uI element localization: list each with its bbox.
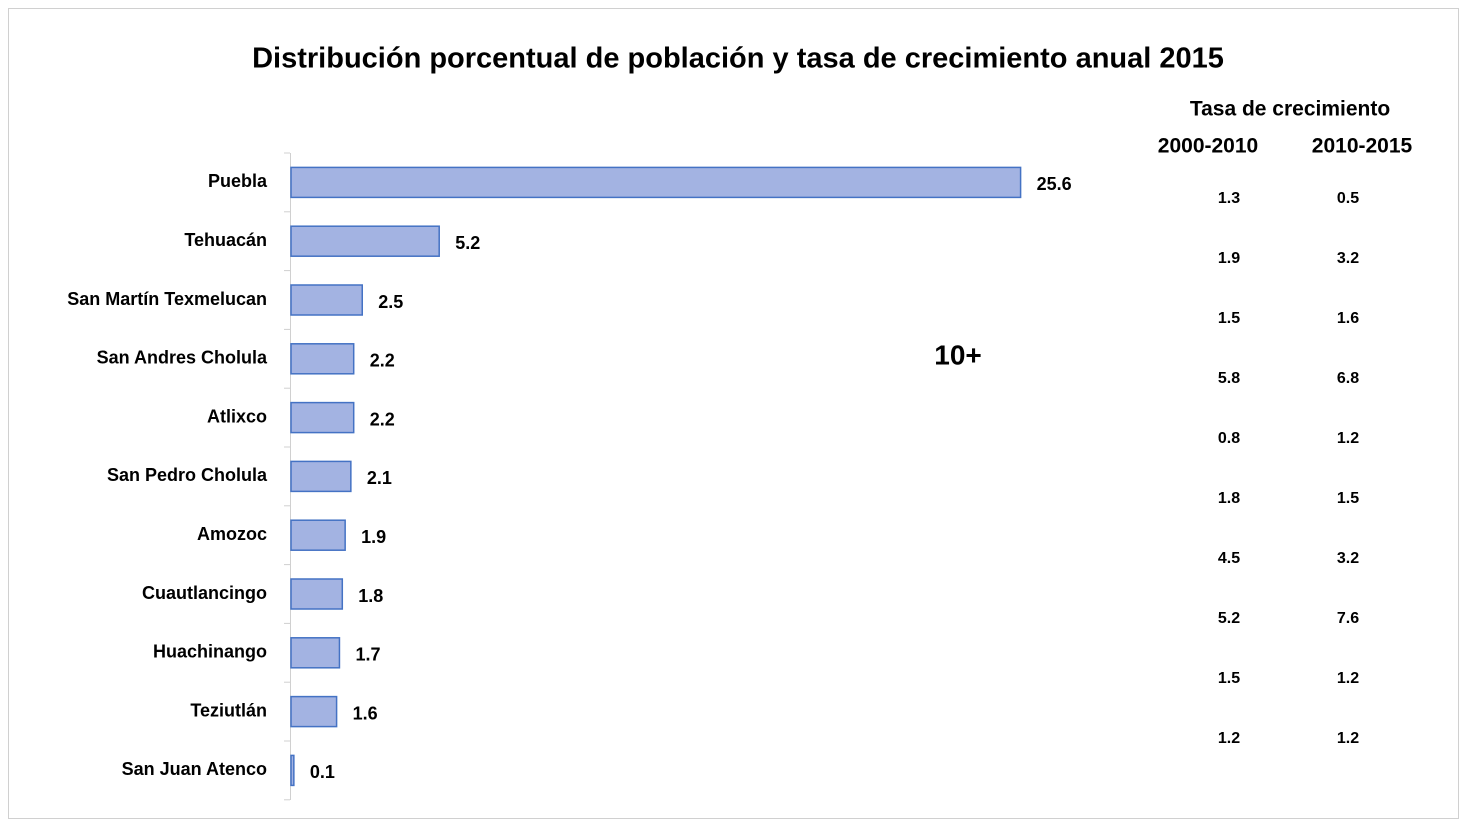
table-cell: 1.3 <box>1218 190 1240 207</box>
table-cell: 4.5 <box>1218 550 1240 567</box>
chart-border <box>8 8 1459 819</box>
y-tick-label: Teziutlán <box>190 700 267 720</box>
data-label: 1.6 <box>353 703 378 723</box>
table-column-header: 2010-2015 <box>1312 135 1413 158</box>
data-label: 2.1 <box>367 468 392 488</box>
bar <box>290 284 363 316</box>
bar <box>290 754 295 787</box>
bar <box>290 343 355 375</box>
table-cell: 1.6 <box>1337 310 1359 327</box>
table-cell: 1.2 <box>1337 730 1359 747</box>
table-cell: 5.8 <box>1218 370 1240 387</box>
annotation: 10+ <box>934 339 982 370</box>
chart-title: Distribución porcentual de población y t… <box>252 43 1224 75</box>
table-cell: 1.8 <box>1218 490 1240 507</box>
bar <box>290 401 355 434</box>
y-tick-label: San Martín Texmelucan <box>67 289 267 309</box>
y-tick-label: Tehuacán <box>184 230 267 250</box>
bar <box>290 460 352 493</box>
data-label: 0.1 <box>310 762 335 782</box>
bar <box>290 519 346 551</box>
y-tick-label: San Juan Atenco <box>122 759 267 779</box>
data-label: 1.9 <box>361 527 386 547</box>
y-tick-label: Atlixco <box>207 406 267 426</box>
table-cell: 1.2 <box>1337 670 1359 687</box>
y-tick-label: Huachinango <box>153 642 267 662</box>
table-cell: 1.5 <box>1337 490 1359 507</box>
table-cell: 0.5 <box>1337 190 1359 207</box>
y-tick-label: Cuautlancingo <box>142 583 267 603</box>
bar <box>290 225 440 257</box>
table-cell: 1.5 <box>1218 310 1240 327</box>
table-column-header: 2000-2010 <box>1158 135 1258 158</box>
data-label: 5.2 <box>455 233 480 253</box>
table-cell: 3.2 <box>1337 550 1359 567</box>
table-cell: 7.6 <box>1337 610 1359 627</box>
bar <box>290 166 1022 199</box>
y-tick-label: Amozoc <box>197 524 267 544</box>
table-cell: 0.8 <box>1218 430 1240 447</box>
data-label: 2.5 <box>378 292 403 312</box>
table-cell: 6.8 <box>1337 370 1359 387</box>
bar <box>290 578 344 610</box>
table-cell: 5.2 <box>1218 610 1240 627</box>
data-label: 2.2 <box>370 409 395 429</box>
table-cell: 3.2 <box>1337 250 1359 267</box>
table-title: Tasa de crecimiento <box>1190 98 1390 121</box>
y-tick-label: San Pedro Cholula <box>107 465 268 485</box>
data-label: 1.7 <box>355 645 380 665</box>
data-label: 25.6 <box>1037 174 1072 194</box>
table-cell: 1.5 <box>1218 670 1240 687</box>
data-label: 2.2 <box>370 351 395 371</box>
bar <box>290 695 338 728</box>
table-cell: 1.2 <box>1218 730 1240 747</box>
bar <box>290 637 341 669</box>
data-label: 1.8 <box>358 586 383 606</box>
table-cell: 1.9 <box>1218 250 1240 267</box>
y-tick-label: San Andres Cholula <box>97 348 268 368</box>
table-cell: 1.2 <box>1337 430 1359 447</box>
y-tick-label: Puebla <box>208 171 268 191</box>
